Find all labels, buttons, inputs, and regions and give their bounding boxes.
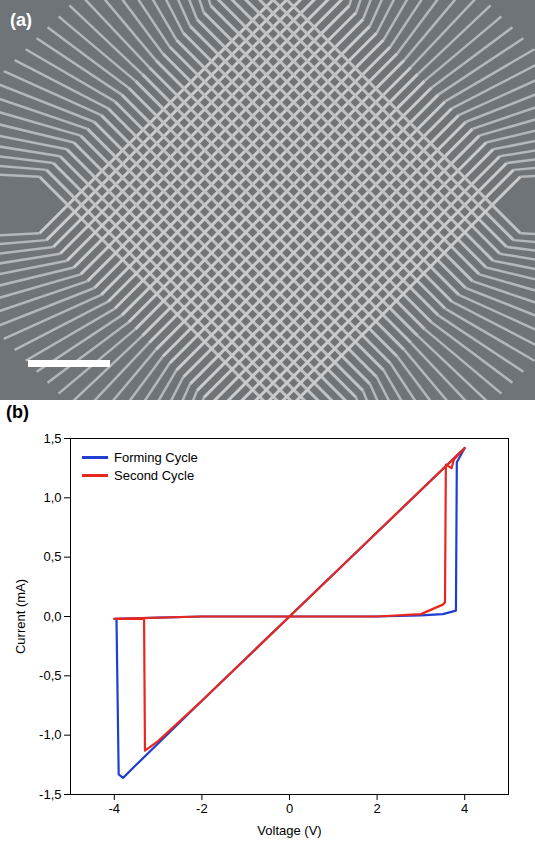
- svg-text:1,0: 1,0: [43, 490, 61, 505]
- svg-text:Current (mA): Current (mA): [13, 579, 28, 654]
- svg-text:-2: -2: [196, 801, 208, 816]
- svg-text:-1,5: -1,5: [39, 787, 61, 802]
- svg-text:Voltage (V): Voltage (V): [257, 823, 321, 838]
- svg-text:1,5: 1,5: [43, 431, 61, 446]
- svg-text:-4: -4: [109, 801, 121, 816]
- svg-text:0,0: 0,0: [43, 609, 61, 624]
- svg-text:0,5: 0,5: [43, 549, 61, 564]
- svg-text:2: 2: [373, 801, 380, 816]
- svg-text:4: 4: [461, 801, 468, 816]
- html-text:Second Cycle: Second Cycle: [114, 467, 195, 483]
- svg-text:-0,5: -0,5: [39, 668, 61, 683]
- svg-text:(a): (a): [10, 10, 32, 30]
- html-text:(b): (b): [6, 402, 29, 422]
- svg-text:-1,0: -1,0: [39, 727, 61, 742]
- html-text:Forming Cycle: Forming Cycle: [114, 449, 198, 465]
- svg-text:0: 0: [286, 801, 293, 816]
